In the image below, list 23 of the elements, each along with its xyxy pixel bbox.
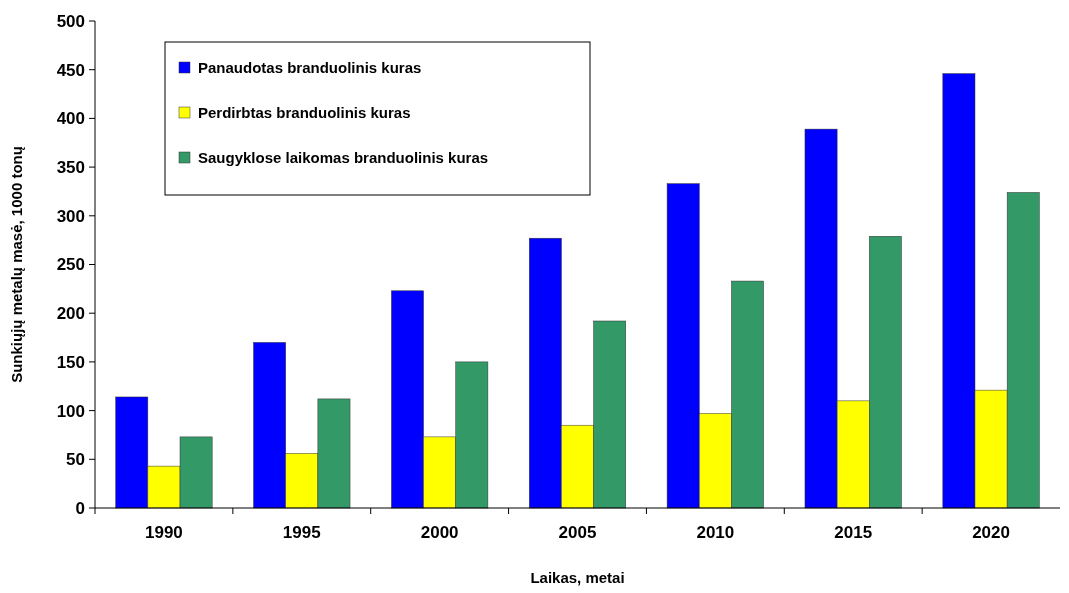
x-tick-label: 2015 bbox=[834, 523, 873, 542]
y-tick-label: 500 bbox=[56, 11, 85, 31]
legend-label: Panaudotas branduolinis kuras bbox=[198, 59, 422, 77]
x-tick-label: 2010 bbox=[696, 523, 735, 542]
y-tick-label: 0 bbox=[75, 498, 85, 518]
y-tick-label: 400 bbox=[56, 109, 85, 129]
x-axis-title: Laikas, metai bbox=[530, 569, 625, 586]
x-tick-label: 1990 bbox=[145, 523, 183, 542]
y-tick-label: 300 bbox=[56, 206, 85, 226]
y-tick-label: 150 bbox=[56, 352, 85, 372]
x-tick-label: 2020 bbox=[972, 523, 1010, 542]
y-axis-title: Sunkiųjų metalų masė, 1000 tonų bbox=[8, 146, 25, 383]
legend-label: Perdirbtas branduolinis kuras bbox=[198, 104, 411, 122]
x-tick-label: 1995 bbox=[282, 523, 321, 542]
y-tick-label: 200 bbox=[56, 304, 85, 324]
x-tick-label: 2005 bbox=[558, 523, 597, 542]
y-tick-label: 350 bbox=[56, 158, 85, 178]
y-tick-label: 100 bbox=[56, 401, 85, 421]
y-tick-label: 50 bbox=[66, 450, 85, 470]
y-tick-label: 450 bbox=[56, 60, 85, 80]
x-tick-label: 2000 bbox=[420, 523, 459, 542]
legend-label: Saugyklose laikomas branduolinis kuras bbox=[198, 149, 489, 167]
y-tick-label: 250 bbox=[56, 255, 85, 275]
